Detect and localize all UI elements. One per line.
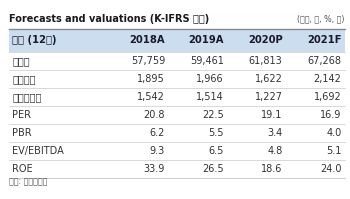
Text: 5.1: 5.1 bbox=[326, 146, 341, 156]
Text: 22.5: 22.5 bbox=[202, 110, 224, 120]
Text: 24.0: 24.0 bbox=[320, 164, 341, 174]
Bar bbox=[9, 142, 345, 160]
Text: 1,542: 1,542 bbox=[137, 92, 165, 102]
Text: 33.9: 33.9 bbox=[144, 164, 165, 174]
Text: 매출액: 매출액 bbox=[12, 56, 30, 66]
Text: 자료: 유안타증권: 자료: 유안타증권 bbox=[9, 178, 47, 187]
Bar bbox=[9, 70, 345, 88]
Bar bbox=[9, 88, 345, 106]
Text: 67,268: 67,268 bbox=[307, 56, 341, 66]
Text: 2021F: 2021F bbox=[307, 35, 341, 45]
Text: 6.5: 6.5 bbox=[208, 146, 224, 156]
Text: 57,759: 57,759 bbox=[131, 56, 165, 66]
Text: 결산 (12월): 결산 (12월) bbox=[12, 35, 57, 45]
Text: EV/EBITDA: EV/EBITDA bbox=[12, 146, 64, 156]
Text: 1,227: 1,227 bbox=[254, 92, 282, 102]
Text: 1,622: 1,622 bbox=[255, 74, 282, 84]
Text: PER: PER bbox=[12, 110, 31, 120]
Text: 20.8: 20.8 bbox=[144, 110, 165, 120]
Text: 1,514: 1,514 bbox=[196, 92, 224, 102]
Bar bbox=[9, 29, 345, 52]
Text: 2,142: 2,142 bbox=[314, 74, 341, 84]
Text: 2020P: 2020P bbox=[248, 35, 282, 45]
Text: Forecasts and valuations (K-IFRS 연결): Forecasts and valuations (K-IFRS 연결) bbox=[9, 14, 209, 24]
Text: ROE: ROE bbox=[12, 164, 33, 174]
Text: 9.3: 9.3 bbox=[150, 146, 165, 156]
Text: 1,966: 1,966 bbox=[196, 74, 224, 84]
Text: 4.0: 4.0 bbox=[326, 128, 341, 138]
Bar bbox=[9, 106, 345, 124]
Text: 59,461: 59,461 bbox=[190, 56, 224, 66]
Bar bbox=[9, 124, 345, 142]
Text: 18.6: 18.6 bbox=[261, 164, 282, 174]
Bar bbox=[9, 160, 345, 178]
Bar bbox=[9, 52, 345, 70]
Text: 19.1: 19.1 bbox=[261, 110, 282, 120]
Text: 2019A: 2019A bbox=[188, 35, 224, 45]
Text: 1,692: 1,692 bbox=[314, 92, 341, 102]
Text: 16.9: 16.9 bbox=[320, 110, 341, 120]
Text: 5.5: 5.5 bbox=[208, 128, 224, 138]
Text: 지배순이익: 지배순이익 bbox=[12, 92, 42, 102]
Text: 영업이익: 영업이익 bbox=[12, 74, 36, 84]
Text: 2018A: 2018A bbox=[130, 35, 165, 45]
Text: 61,813: 61,813 bbox=[249, 56, 282, 66]
Text: 3.4: 3.4 bbox=[267, 128, 282, 138]
Text: 26.5: 26.5 bbox=[202, 164, 224, 174]
Text: (억원, 원, %, 배): (억원, 원, %, 배) bbox=[297, 15, 345, 24]
Text: 1,895: 1,895 bbox=[137, 74, 165, 84]
Text: PBR: PBR bbox=[12, 128, 32, 138]
Text: 6.2: 6.2 bbox=[149, 128, 165, 138]
Text: 4.8: 4.8 bbox=[267, 146, 282, 156]
